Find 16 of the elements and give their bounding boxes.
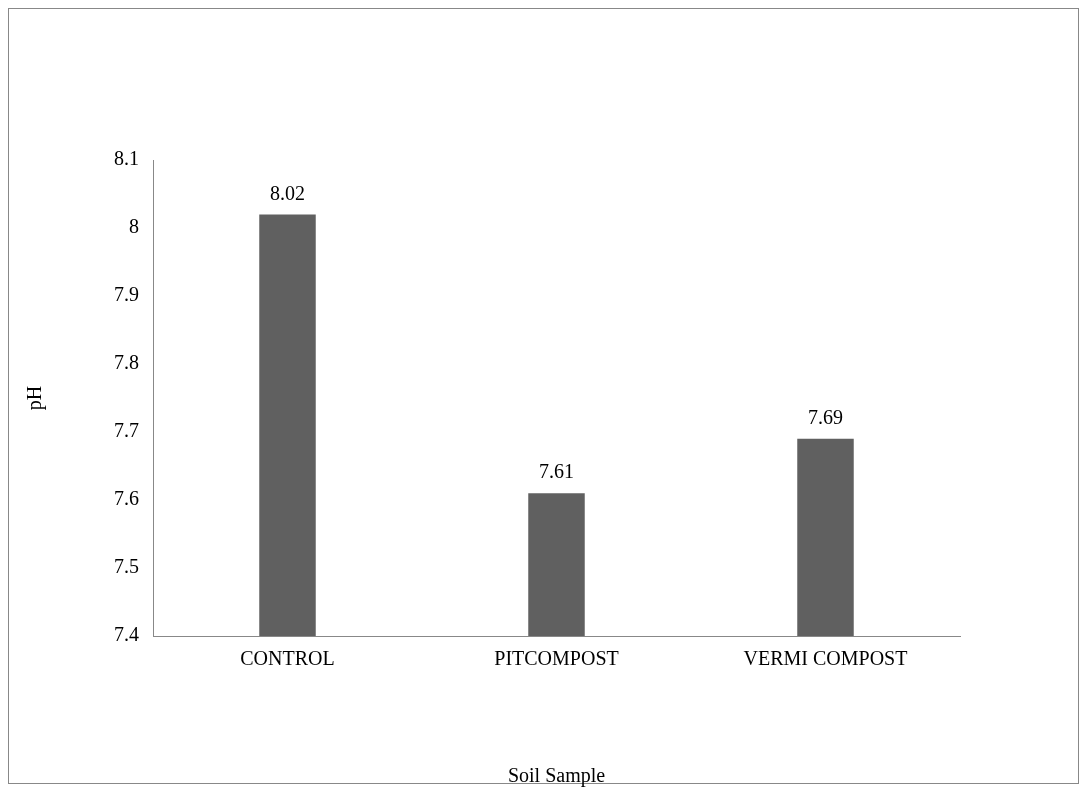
- x-tick-label: VERMI COMPOST: [743, 647, 908, 670]
- y-tick-label: 7.5: [114, 555, 139, 578]
- y-tick-label: 7.6: [114, 487, 139, 510]
- y-tick-label: 8: [129, 215, 139, 238]
- data-label: 8.02: [270, 181, 305, 204]
- y-tick-label: 7.7: [114, 419, 139, 442]
- y-tick-label: 7.9: [114, 283, 139, 306]
- y-tick-label: 7.8: [114, 351, 139, 374]
- data-label: 7.69: [808, 406, 843, 429]
- x-axis-title: Soil Sample: [507, 764, 606, 788]
- x-tick-label: PITCOMPOST: [494, 647, 619, 670]
- y-axis-title: pH: [23, 385, 47, 411]
- y-tick-label: 7.4: [114, 623, 139, 646]
- x-tick-label: CONTROL: [240, 647, 335, 670]
- y-tick-label: 8.1: [114, 147, 139, 170]
- data-label: 7.61: [539, 460, 574, 483]
